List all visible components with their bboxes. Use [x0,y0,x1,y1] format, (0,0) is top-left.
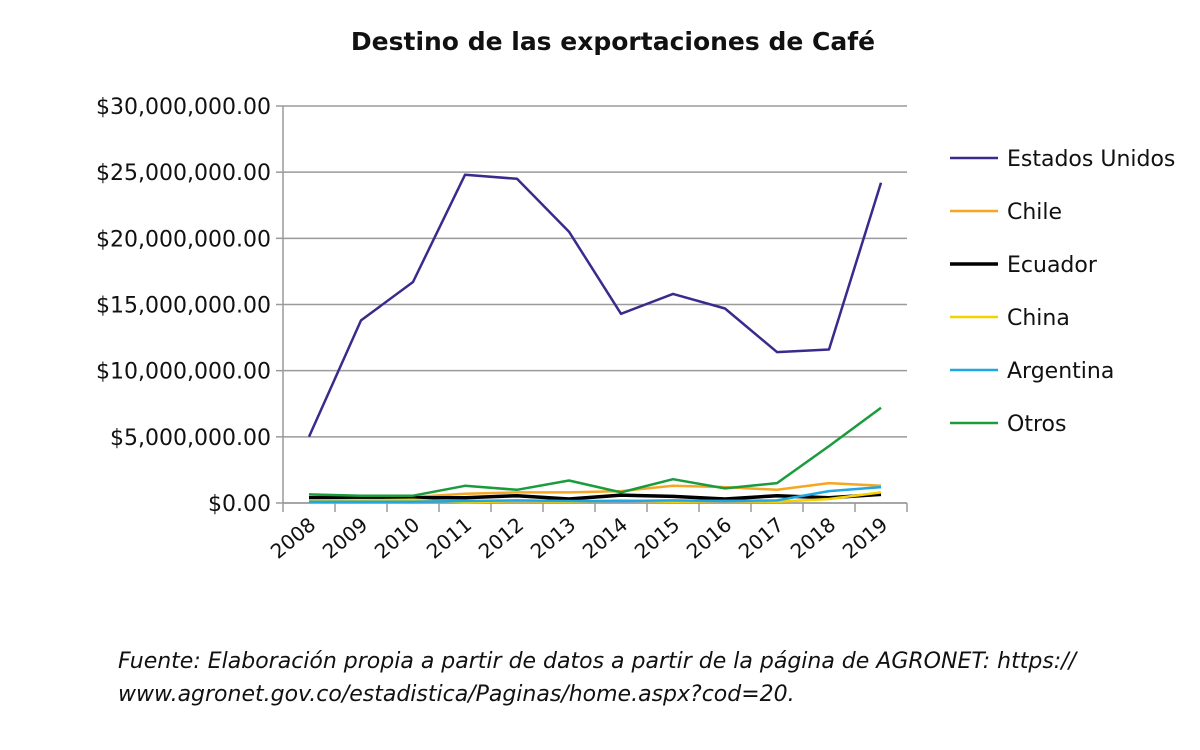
source-note-line-2: www.agronet.gov.co/estadistica/Paginas/h… [118,682,795,707]
chart-title: Destino de las exportaciones de Café [351,27,875,56]
series-line [308,406,882,497]
series-line [307,173,883,438]
y-tick-label: $10,000,000.00 [96,360,271,385]
y-tick-label: $15,000,000.00 [96,294,271,319]
x-tick-label: 2011 [422,512,476,563]
x-tick-label: 2013 [526,512,580,563]
series-line [308,492,882,501]
y-tick-label: $0.00 [208,492,271,517]
source-note-line-1: Fuente: Elaboración propia a partir de d… [118,649,1077,674]
line-chart: Destino de las exportaciones de Café $0.… [96,27,1175,564]
x-tick-label: 2015 [630,512,684,563]
source-note: Fuente: Elaboración propia a partir de d… [118,645,1168,711]
legend-label: China [1007,306,1070,331]
legend-label: Argentina [1007,359,1114,384]
legend-label: Ecuador [1007,253,1098,278]
x-tick-label: 2010 [370,512,424,563]
series-lines [307,173,883,504]
legend: Estados Unidos Chile Ecuador China Argentina… [950,147,1175,437]
x-tick-label: 2012 [474,512,528,563]
y-tick-label: $30,000,000.00 [96,95,271,120]
legend-label: Estados Unidos [1007,147,1175,172]
legend-label: Chile [1007,200,1062,225]
series-line [309,485,882,503]
gridlines [283,105,907,504]
y-tick-label: $5,000,000.00 [110,426,271,451]
x-tick-label: 2017 [734,512,788,563]
x-tick-label: 2014 [578,512,632,563]
legend-label: Otros [1007,412,1066,437]
x-tick-label: 2008 [266,512,320,563]
y-tick-label: $25,000,000.00 [96,161,271,186]
x-tick-label: 2019 [838,512,892,563]
x-tick-label: 2018 [786,512,840,563]
x-tick-label: 2009 [318,512,372,563]
y-tick-label: $20,000,000.00 [96,227,271,252]
x-tick-label: 2016 [682,512,736,563]
